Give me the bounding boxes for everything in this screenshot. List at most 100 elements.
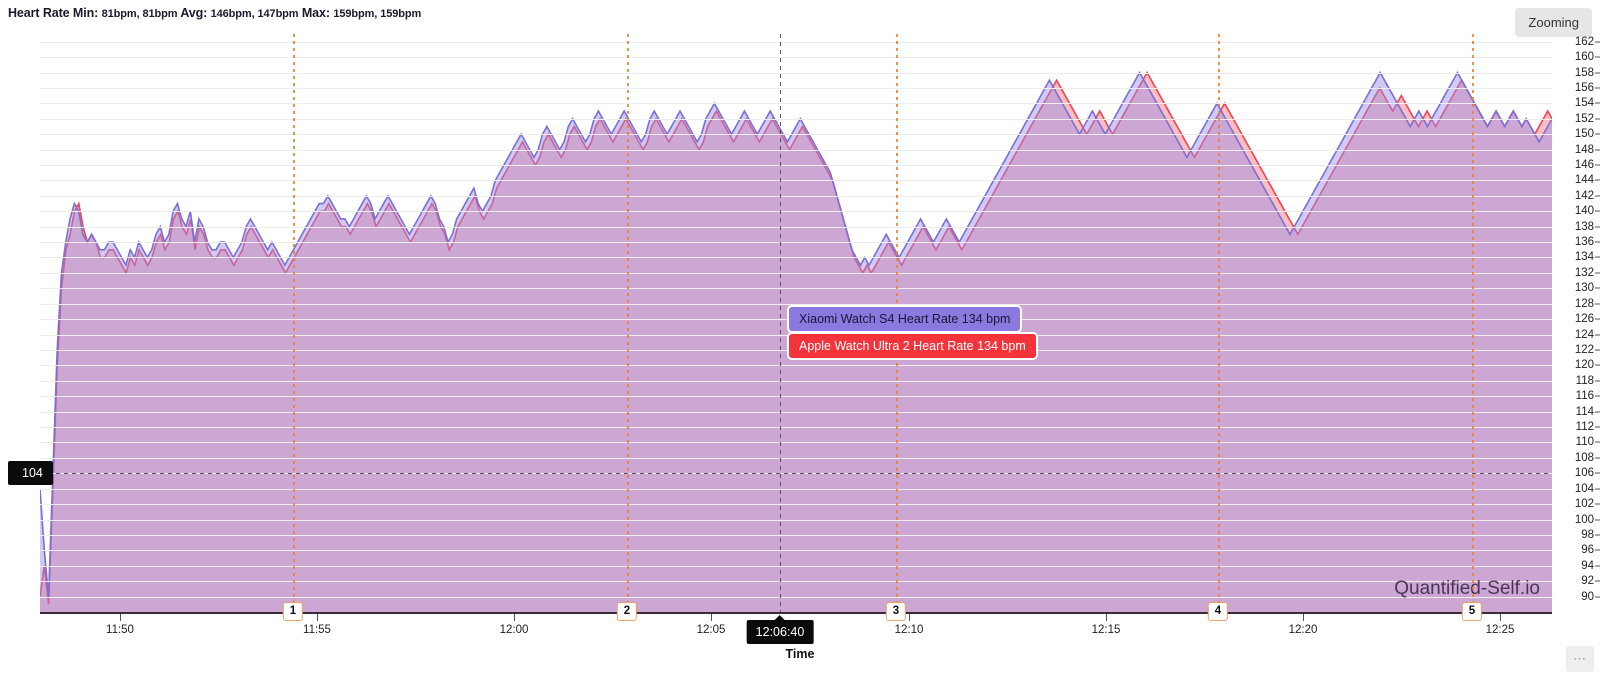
y-gridline xyxy=(40,72,1552,74)
x-axis-label: 12:15 xyxy=(1091,624,1121,636)
y-gridline xyxy=(40,195,1552,197)
y-axis-label: 126 xyxy=(1574,313,1594,326)
y-axis-label: 134 xyxy=(1574,251,1594,264)
x-axis-label: 12:00 xyxy=(499,624,529,636)
y-gridline xyxy=(40,303,1552,305)
y-gridline xyxy=(40,288,1552,290)
stat-avg-key: Avg: xyxy=(180,6,208,20)
marker-line xyxy=(1218,34,1220,612)
tooltip-apple: Apple Watch Ultra 2 Heart Rate 134 bpm xyxy=(789,334,1036,358)
y-axis-label: 148 xyxy=(1574,143,1594,156)
y-axis-label: 92 xyxy=(1581,575,1594,588)
y-gridline xyxy=(40,257,1552,259)
y-axis-label: 122 xyxy=(1574,343,1594,356)
y-axis xyxy=(0,34,40,612)
y-axis-tick xyxy=(1595,226,1600,228)
xiaomi-series-line xyxy=(40,70,1552,597)
y-axis-label: 146 xyxy=(1574,159,1594,171)
y-axis-tick xyxy=(1595,364,1600,366)
marker-flag[interactable]: 2 xyxy=(616,602,638,621)
apple-series-line xyxy=(40,70,1552,605)
y-axis-tick xyxy=(1595,118,1600,120)
y-axis-tick xyxy=(1595,210,1600,212)
tooltip-xiaomi: Xiaomi Watch S4 Heart Rate 134 bpm xyxy=(789,307,1021,331)
y-axis-label: 116 xyxy=(1575,390,1594,403)
y-axis-label: 136 xyxy=(1574,236,1594,249)
marker-flag[interactable]: 4 xyxy=(1207,602,1229,621)
x-axis-label: 12:20 xyxy=(1288,624,1318,636)
y-axis-tick xyxy=(1595,56,1600,58)
x-axis-tick xyxy=(909,612,910,621)
y-gridline xyxy=(40,165,1552,166)
y-axis-tick xyxy=(1595,519,1600,521)
y-axis-label: 156 xyxy=(1574,81,1594,94)
stat-avg-value: 146bpm, 147bpm xyxy=(210,8,299,20)
y-axis-label: 160 xyxy=(1574,51,1594,64)
y-axis-label: 112 xyxy=(1575,421,1594,434)
y-gridline xyxy=(40,226,1552,228)
y-axis-label: 154 xyxy=(1574,97,1594,110)
y-axis-tick xyxy=(1595,318,1600,320)
y-axis-tick xyxy=(1595,256,1600,258)
y-axis-label: 90 xyxy=(1581,590,1594,603)
y-axis-tick xyxy=(1595,241,1600,243)
y-axis-label: 132 xyxy=(1574,266,1594,279)
y-gridline xyxy=(40,534,1552,536)
stat-min-key: Min: xyxy=(72,6,99,20)
y-gridline xyxy=(40,519,1552,521)
y-axis-label: 108 xyxy=(1574,451,1594,464)
y-gridline xyxy=(40,57,1552,59)
y-axis-label: 150 xyxy=(1574,128,1594,141)
crosshair-horizontal xyxy=(40,473,1552,474)
marker-flag[interactable]: 1 xyxy=(282,602,304,621)
y-gridline xyxy=(40,87,1552,89)
y-gridline xyxy=(40,457,1552,459)
crosshair-y-label: 104 xyxy=(8,461,53,485)
x-axis-label: 12:25 xyxy=(1485,624,1515,636)
y-axis-label: 106 xyxy=(1574,467,1594,480)
y-axis-label: 138 xyxy=(1574,220,1594,233)
y-gridline xyxy=(40,442,1552,444)
marker-flag[interactable]: 3 xyxy=(885,602,907,621)
y-gridline xyxy=(40,565,1552,567)
stat-max-key: Max: xyxy=(301,6,330,20)
y-axis-label: 158 xyxy=(1574,66,1594,79)
y-axis-tick xyxy=(1595,472,1600,474)
y-gridline xyxy=(40,411,1552,413)
chart-menu-button[interactable]: ⋯ xyxy=(1566,646,1594,672)
y-axis-tick xyxy=(1595,549,1600,551)
marker-flag[interactable]: 5 xyxy=(1461,602,1483,621)
y-gridline xyxy=(40,180,1552,182)
y-gridline xyxy=(40,550,1552,552)
y-axis-tick xyxy=(1595,565,1600,567)
y-axis-tick xyxy=(1595,133,1600,135)
y-axis-label: 140 xyxy=(1574,205,1594,218)
marker-line xyxy=(1472,34,1474,612)
y-gridline xyxy=(40,504,1552,506)
x-axis-tick xyxy=(711,612,712,621)
x-axis-tick xyxy=(1500,612,1501,621)
x-axis-title: Time xyxy=(785,647,815,661)
y-gridline xyxy=(40,134,1552,136)
y-axis-label: 152 xyxy=(1574,112,1594,125)
zooming-button[interactable]: Zooming xyxy=(1515,8,1592,37)
y-axis-tick xyxy=(1595,72,1600,74)
stat-max-value: 159bpm, 159bpm xyxy=(333,8,422,20)
x-axis-tick xyxy=(120,612,121,621)
marker-line xyxy=(627,34,629,612)
y-axis-label: 144 xyxy=(1574,174,1594,187)
chart-title: Heart Rate Min: 81bpm, 81bpm Avg: 146bpm… xyxy=(8,6,421,20)
y-axis-tick xyxy=(1595,534,1600,536)
y-axis-label: 104 xyxy=(1574,482,1594,495)
y-axis-tick xyxy=(1595,596,1600,598)
y-gridline xyxy=(40,365,1552,367)
y-axis-label: 96 xyxy=(1581,544,1594,557)
y-gridline xyxy=(40,272,1552,274)
x-axis-tick xyxy=(1106,612,1107,621)
x-axis-line xyxy=(40,612,1552,614)
y-axis-tick xyxy=(1595,457,1600,459)
y-gridline xyxy=(40,596,1552,598)
y-gridline xyxy=(40,427,1552,429)
y-axis-label: 100 xyxy=(1574,513,1594,526)
y-axis-label: 118 xyxy=(1575,374,1594,387)
